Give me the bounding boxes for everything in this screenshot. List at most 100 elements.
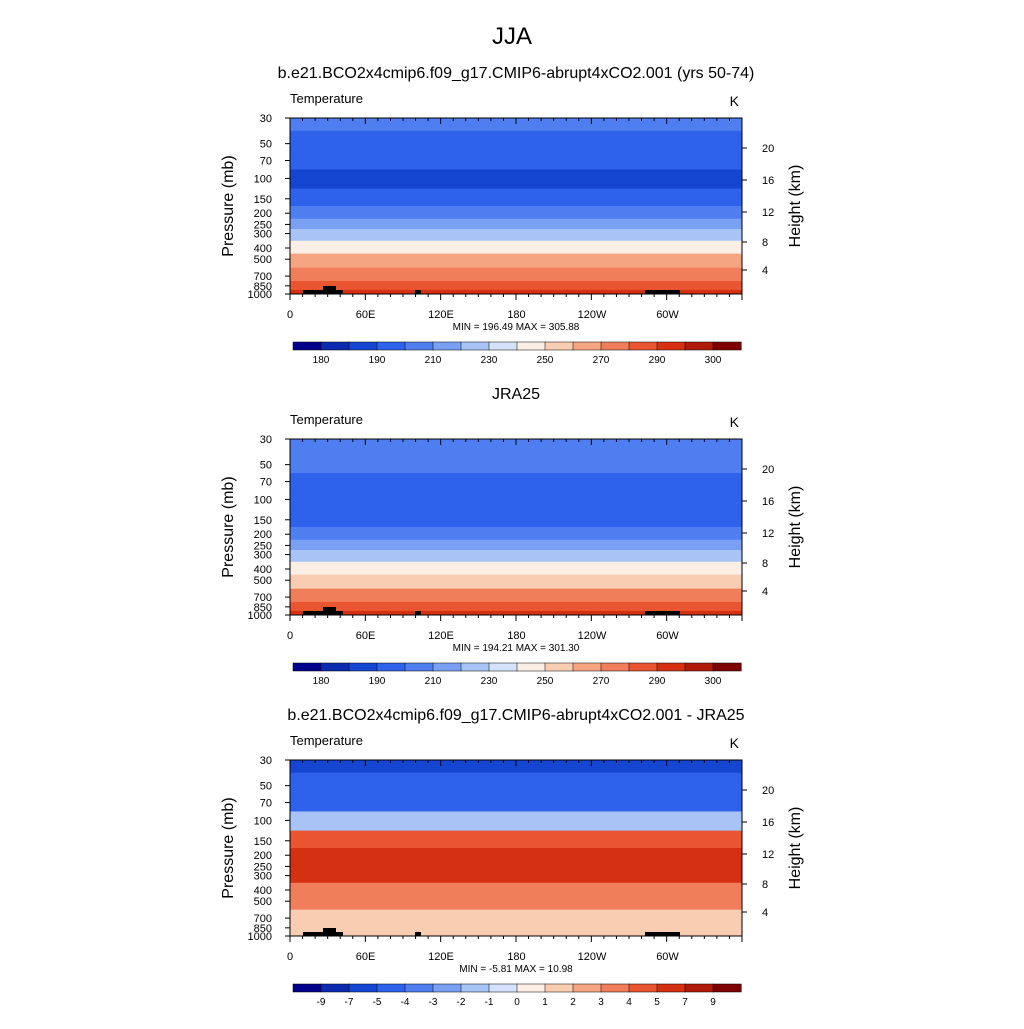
height-tick-label: 4: [762, 265, 768, 277]
height-axis-title: Height (km): [787, 486, 804, 569]
height-tick-label: 16: [762, 817, 774, 829]
colorbar-swatch: [292, 983, 322, 993]
colorbar-label: 2: [570, 997, 576, 1008]
colorbar-swatch: [712, 662, 742, 672]
field-band: [290, 895, 742, 911]
panel-2: JRA25 Temperature K 0 60E 120E 180 120W 60W 30 50 7…: [220, 386, 804, 687]
y-tick-label: 700: [254, 913, 272, 925]
height-tick-label: 12: [762, 849, 774, 861]
field-band: [290, 152, 742, 170]
colorbar-swatch: [460, 341, 490, 351]
colorbar-swatch: [488, 341, 518, 351]
colorbar-label: 210: [425, 355, 442, 366]
temperature-field: [290, 760, 742, 937]
colorbar-swatch: [432, 662, 462, 672]
field-band: [290, 931, 742, 937]
colorbar-swatch: [488, 662, 518, 672]
colorbar-swatch: [292, 662, 322, 672]
y-tick-label: 50: [260, 781, 272, 793]
x-tick-label: 60W: [656, 951, 679, 963]
colorbar-label: 290: [649, 676, 666, 687]
y-tick-label: 30: [260, 434, 272, 446]
x-tick-label: 180: [507, 630, 525, 642]
topography-mask: [645, 290, 680, 294]
y-tick-label: 250: [254, 540, 272, 552]
colorbar-label: 0: [514, 997, 520, 1008]
colorbar-swatch: [376, 341, 406, 351]
x-tick-label: 120W: [578, 951, 607, 963]
y-tick-label: 400: [254, 564, 272, 576]
colorbar-swatch: [516, 662, 546, 672]
panel-title: b.e21.BCO2x4cmip6.f09_g17.CMIP6-abrupt4x…: [278, 65, 755, 82]
colorbar-label: -5: [373, 997, 382, 1008]
field-band: [290, 830, 742, 849]
colorbar: 180 190 210 230 250 270 290 300: [292, 662, 742, 687]
field-band: [290, 169, 742, 190]
field-band: [290, 289, 742, 295]
x-tick-label: 120W: [578, 630, 607, 642]
colorbar-label: 210: [425, 676, 442, 687]
min-max-stats: MIN = 196.49 MAX = 305.88: [453, 322, 580, 333]
colorbar-label: -2: [457, 997, 466, 1008]
height-axis-title: Height (km): [787, 165, 804, 248]
colorbar-swatch: [348, 983, 378, 993]
temperature-field: [290, 118, 742, 295]
x-tick-label: 120E: [428, 630, 454, 642]
colorbar-label: 230: [481, 676, 498, 687]
height-tick-label: 20: [762, 143, 774, 155]
field-band: [290, 509, 742, 528]
field-band: [290, 206, 742, 220]
field-band: [290, 601, 742, 612]
height-tick-label: 8: [762, 558, 768, 570]
colorbar-label: 190: [369, 676, 386, 687]
field-band: [290, 860, 742, 872]
field-band: [290, 253, 742, 269]
y-tick-label: 1000: [248, 610, 272, 622]
y-tick-label: 500: [254, 575, 272, 587]
colorbar-swatch: [432, 983, 462, 993]
topography-mask: [645, 611, 680, 615]
field-band: [290, 267, 742, 282]
colorbar-swatch: [348, 662, 378, 672]
y-tick-label: 50: [260, 460, 272, 472]
x-tick-label: 120E: [428, 951, 454, 963]
colorbar-swatch: [460, 983, 490, 993]
colorbar-swatch: [684, 341, 714, 351]
colorbar-swatch: [376, 662, 406, 672]
y-tick-label: 300: [254, 871, 272, 883]
topography-mask: [645, 932, 680, 936]
colorbar-swatch: [600, 983, 630, 993]
field-band: [290, 882, 742, 897]
colorbar-swatch: [572, 662, 602, 672]
y-tick-label: 30: [260, 113, 272, 125]
colorbar-label: 3: [598, 997, 604, 1008]
field-band: [290, 451, 742, 474]
x-tick-label: 60E: [356, 309, 376, 321]
topography-mask: [415, 932, 421, 936]
field-band: [290, 794, 742, 812]
colorbar-swatch: [712, 983, 742, 993]
colorbar-label: -3: [429, 997, 438, 1008]
panel-1: b.e21.BCO2x4cmip6.f09_g17.CMIP6-abrupt4x…: [220, 65, 804, 366]
colorbar: -9 -7 -5 -4 -3 -2 -1 0 1 2 3 4 5 7 9: [292, 983, 742, 1008]
x-tick-label: 180: [507, 951, 525, 963]
height-tick-label: 12: [762, 207, 774, 219]
height-axis-title: Height (km): [787, 807, 804, 890]
colorbar-swatch: [684, 662, 714, 672]
colorbar-swatch: [572, 341, 602, 351]
temperature-field: [290, 439, 742, 616]
y-tick-label: 700: [254, 271, 272, 283]
x-tick-label: 120W: [578, 309, 607, 321]
colorbar-swatch: [656, 341, 686, 351]
field-band: [290, 550, 742, 563]
colorbar-swatch: [656, 983, 686, 993]
field-band: [290, 490, 742, 511]
colorbar-swatch: [320, 983, 350, 993]
y-tick-label: 500: [254, 254, 272, 266]
y-tick-label: 700: [254, 592, 272, 604]
y-tick-label: 30: [260, 755, 272, 767]
colorbar-swatch: [600, 662, 630, 672]
y-tick-label: 300: [254, 550, 272, 562]
colorbar-swatch: [656, 662, 686, 672]
